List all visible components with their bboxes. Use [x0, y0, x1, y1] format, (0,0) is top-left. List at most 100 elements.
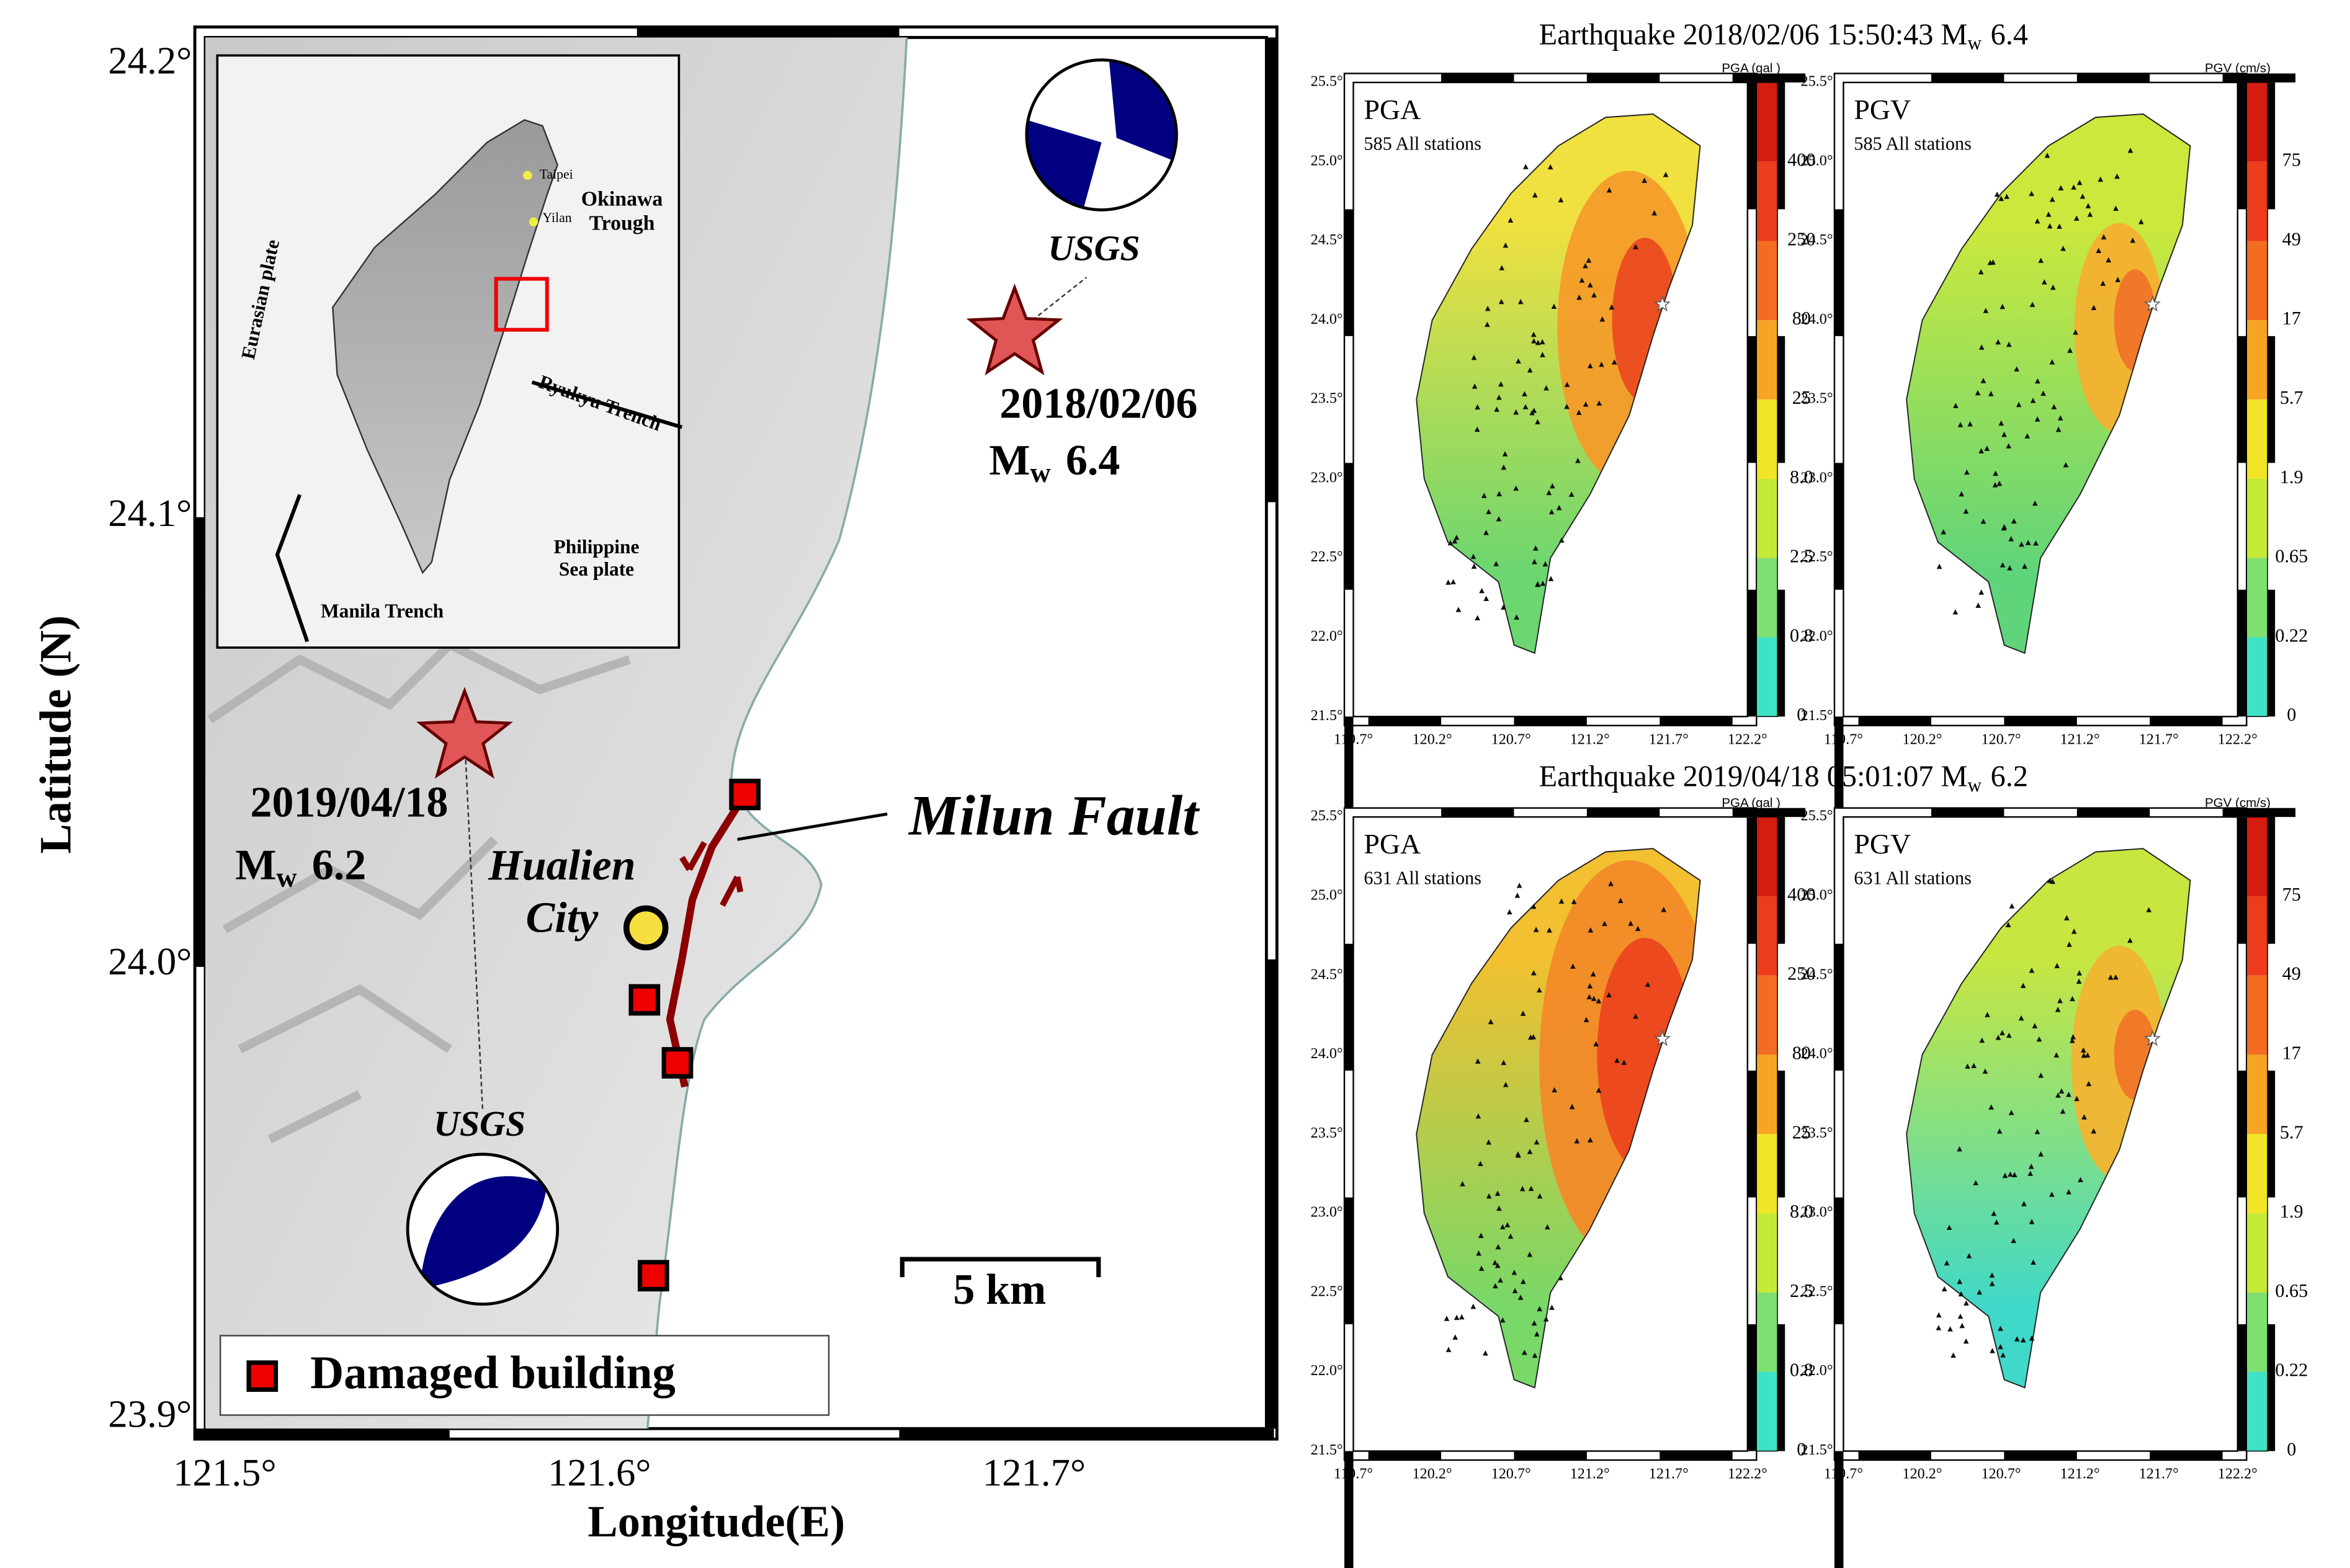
station: [1494, 1262, 1501, 1268]
title-text: Earthquake 2019/04/18 05:01:07 M: [1539, 760, 1968, 793]
station: [2021, 1201, 2027, 1206]
station: [1485, 305, 1491, 311]
y-tick-label: 24.1°: [108, 491, 192, 535]
station: [1486, 1139, 1491, 1145]
station: [1983, 308, 1989, 313]
ground-motion-panels: Earthquake 2018/02/06 15:50:43 Mw 6.4PGA5…: [1311, 19, 2308, 1568]
station: [1946, 1224, 1952, 1231]
station: [1459, 1314, 1465, 1320]
station: [1602, 920, 1607, 927]
station: [1989, 1272, 1995, 1278]
station-count: 631 All stations: [1364, 868, 1481, 889]
station: [1965, 1063, 1970, 1069]
y-tick-label: 22.0°: [1311, 1362, 1343, 1379]
station: [1486, 1193, 1492, 1199]
x-tick-label: 121.7°: [2139, 731, 2179, 747]
y-tick-label: 24.5°: [1801, 966, 1833, 982]
frame-tick: [1858, 1451, 1932, 1460]
station: [1516, 882, 1522, 888]
station: [1533, 927, 1539, 932]
frame-tick: [1344, 209, 1354, 336]
station: [1522, 164, 1529, 169]
station: [1651, 210, 1658, 216]
colorbar-label: 75: [2282, 884, 2301, 905]
frame-tick: [2267, 336, 2276, 463]
station: [1455, 607, 1462, 612]
station: [2070, 996, 2075, 1002]
station: [1478, 1265, 1485, 1271]
station: [1558, 1275, 1563, 1281]
frame-tick: [1834, 209, 1844, 336]
colorbar-block: [1756, 817, 1778, 896]
x-tick-label: 121.2°: [2060, 1466, 2100, 1482]
x-tick-label: 120.2°: [1903, 731, 1942, 747]
frame-tick: [2237, 82, 2247, 210]
frame-tick: [1732, 808, 1806, 817]
station: [1496, 516, 1502, 522]
frame-tick: [1732, 73, 1806, 82]
station: [1460, 1181, 1465, 1187]
yilan-dot: [529, 217, 538, 226]
y-tick-label: 23.0°: [1801, 1204, 1833, 1221]
station: [1503, 1082, 1509, 1087]
x-tick-label: 119.7°: [1824, 731, 1863, 747]
station: [2008, 1110, 2014, 1115]
y-tick-label: 21.5°: [1311, 707, 1343, 724]
station: [1474, 426, 1480, 432]
station: [1586, 257, 1592, 263]
station: [1508, 1233, 1514, 1239]
station: [1539, 339, 1545, 345]
station: [1550, 483, 1555, 489]
station-count: 585 All stations: [1364, 133, 1481, 154]
station: [1496, 491, 1503, 497]
ground-motion-panel: PGA 585 All stations PGA (gal ) 400 250 80 25 8…: [1311, 61, 1815, 844]
station: [1454, 534, 1460, 540]
frame-tick: [1441, 808, 1514, 817]
event-magnitude: Mw 6.4: [989, 437, 1120, 488]
station: [2024, 433, 2031, 439]
station: [1999, 303, 2006, 310]
frame-tick: [2237, 817, 2247, 944]
x-tick-label: 122.2°: [2218, 1466, 2258, 1482]
station: [2034, 1129, 2040, 1134]
station: [2054, 963, 2060, 969]
station: [2130, 238, 2136, 243]
colorbar-label: 80: [1792, 308, 1811, 329]
station: [2009, 903, 2015, 909]
station: [1534, 1139, 1540, 1145]
title-magnitude: 6.2: [1991, 760, 2028, 793]
station: [1936, 563, 1942, 569]
station: [2113, 205, 2119, 211]
frame-tick: [1747, 1324, 1757, 1451]
colorbar-block: [1756, 1054, 1778, 1134]
station: [1447, 540, 1454, 546]
x-tick-label: 120.7°: [1491, 1466, 1531, 1482]
epicenter-2018: [966, 283, 1063, 376]
station: [1495, 1244, 1501, 1250]
station: [1980, 519, 1986, 524]
station: [1470, 1303, 1477, 1309]
frame-tick: [1368, 1451, 1442, 1460]
station: [1586, 994, 1593, 1000]
station: [1621, 1059, 1627, 1065]
station: [2067, 347, 2073, 353]
station: [1470, 553, 1477, 559]
station: [2001, 431, 2007, 437]
station: [1445, 579, 1451, 585]
station: [2071, 184, 2076, 190]
station: [1527, 367, 1533, 373]
frame-tick: [1777, 589, 1785, 717]
station: [1978, 344, 1985, 350]
colorbar-label: 0.8: [1790, 625, 1813, 646]
station: [1514, 893, 1521, 898]
station: [1540, 352, 1545, 357]
station: [1975, 390, 1981, 396]
station: [1546, 489, 1552, 496]
ryukyu-trench: [531, 380, 683, 429]
station: [1963, 1338, 1969, 1344]
inset-label: Philippine: [554, 536, 640, 558]
legend-label: Damaged building: [310, 1347, 676, 1399]
station: [1599, 362, 1604, 367]
station: [1517, 1294, 1524, 1300]
